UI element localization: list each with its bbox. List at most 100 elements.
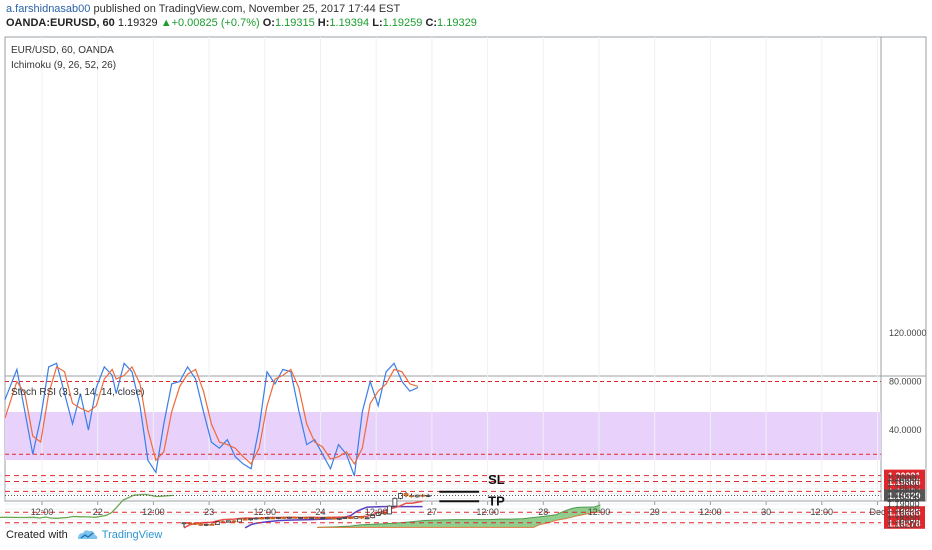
candle-up — [237, 518, 242, 523]
x-tick-label: 12:00 — [142, 507, 165, 517]
axes: 12:00 22 12:00 23 12:00 24 12:00 27 12:00 28 12:00… — [31, 328, 927, 530]
price-tick-label: 1.19800 — [887, 478, 920, 488]
price-label-box — [884, 506, 925, 519]
candle-up — [320, 517, 326, 519]
x-tick-label: 12:00 — [699, 507, 722, 517]
candle-up — [397, 493, 403, 499]
price-tick-label: 1.19600 — [887, 483, 920, 493]
low-value: 1.19259 — [382, 17, 423, 29]
candle-down — [209, 523, 215, 526]
candle-up — [248, 518, 254, 521]
stoch-line-k — [4, 362, 419, 477]
price-tick-label: 1.18800 — [887, 504, 920, 514]
candle-down — [259, 517, 265, 520]
candle-up — [264, 517, 270, 520]
candle-down — [292, 516, 298, 519]
x-tick-label: 12:00 — [588, 507, 611, 517]
candle-down — [381, 512, 387, 515]
candle-down — [281, 517, 287, 519]
candle-down — [314, 517, 320, 520]
chikou-span — [0, 493, 173, 519]
reference-lines: 1.200911.198661.194841.186851.182781.193… — [5, 469, 925, 529]
candle-down — [303, 517, 309, 519]
candle-down — [231, 520, 237, 523]
candle-up — [342, 517, 348, 519]
low-label: L: — [372, 17, 383, 29]
price-tick-label: 1.20000 — [887, 473, 920, 483]
candle-up — [253, 517, 259, 520]
candle-up — [353, 516, 359, 519]
x-tick-label: 27 — [427, 507, 437, 517]
close-value: 1.19329 — [437, 17, 477, 29]
candle-up — [364, 517, 370, 520]
price-tick-label: 1.19200 — [887, 494, 920, 504]
tradingview-logo-icon — [77, 530, 98, 539]
x-tick-label: 28 — [538, 507, 548, 517]
author-name[interactable]: a.farshidnasab00 — [6, 3, 91, 15]
open-value: 1.19315 — [274, 17, 315, 29]
candle-up — [392, 497, 398, 507]
price-tick-label: 1.18400 — [887, 515, 920, 525]
price-change: +0.00825 (+0.7%) — [171, 17, 260, 29]
candle-up — [225, 520, 231, 523]
annotation-label: SL — [488, 472, 505, 487]
up-arrow-icon: ▲ — [160, 17, 172, 29]
annotations: SL TP — [439, 472, 505, 508]
price-tick-label: 1.18600 — [887, 509, 920, 519]
tradingview-brand[interactable]: TradingView — [101, 529, 163, 541]
candle-up — [375, 512, 381, 516]
rsi-band — [5, 412, 881, 460]
created-with-text: Created with — [6, 529, 68, 541]
price-label: 1.19866 — [888, 477, 921, 487]
candle-up — [336, 517, 342, 520]
candle-down — [409, 495, 414, 498]
price-tick-label: 1.19400 — [887, 489, 920, 499]
candle-down — [270, 517, 276, 520]
candle-down — [192, 522, 198, 525]
annotation-label: TP — [488, 493, 505, 508]
x-tick-label: 24 — [315, 507, 325, 517]
candle-up — [309, 517, 315, 520]
x-tick-label: 29 — [650, 507, 660, 517]
stoch-tick-label: 40.0000 — [889, 425, 922, 435]
price-label-box — [884, 475, 925, 488]
x-tick-label: 12:00 — [254, 507, 277, 517]
last-price-label: 1.19329 — [888, 491, 921, 501]
x-tick-label: 22 — [93, 507, 103, 517]
price-label: 1.18278 — [888, 518, 921, 528]
high-value: 1.19394 — [329, 17, 370, 29]
senkou-span-a — [317, 504, 601, 528]
candle-down — [242, 518, 248, 521]
x-tick-label: 23 — [204, 507, 214, 517]
candle-down — [359, 516, 365, 519]
published-text: published on TradingView.com, November 2… — [90, 3, 401, 15]
x-tick-label: 12:00 — [476, 507, 499, 517]
candle-up — [203, 523, 209, 526]
last-price: 1.19329 — [117, 17, 158, 29]
x-tick-label: 12:00 — [365, 507, 388, 517]
close-label: C: — [425, 17, 438, 29]
candle-down — [331, 517, 337, 520]
indicator-title: Ichimoku (9, 26, 52, 26) — [11, 60, 116, 71]
price-tick-label: 1.19000 — [887, 499, 920, 509]
candle-down — [348, 517, 353, 519]
candle-down — [403, 493, 409, 497]
x-tick-label: 12:00 — [31, 507, 54, 517]
candle-up — [275, 517, 281, 519]
x-tick-label: 30 — [761, 507, 771, 517]
candle-up — [298, 517, 304, 519]
stoch-tick-label: 120.0000 — [889, 328, 927, 338]
candle-down — [198, 523, 204, 526]
x-tick-label: 12:00 — [811, 507, 834, 517]
stoch-rsi — [4, 362, 881, 477]
price-label-box — [884, 516, 925, 529]
stoch-title: Stoch RSI (3, 3, 14, 14, close) — [11, 387, 144, 398]
footer: Created with TradingView — [6, 528, 162, 542]
candle-up — [386, 505, 392, 515]
candle-up — [286, 516, 292, 519]
chart-title: EUR/USD, 60, OANDA — [11, 45, 114, 56]
price-tick-label: 1.18200 — [887, 520, 920, 530]
ohlc-legend: OANDA:EURUSD, 60 1.19329 ▲+0.00825 (+0.7… — [6, 17, 477, 29]
open-label: O: — [262, 17, 275, 29]
